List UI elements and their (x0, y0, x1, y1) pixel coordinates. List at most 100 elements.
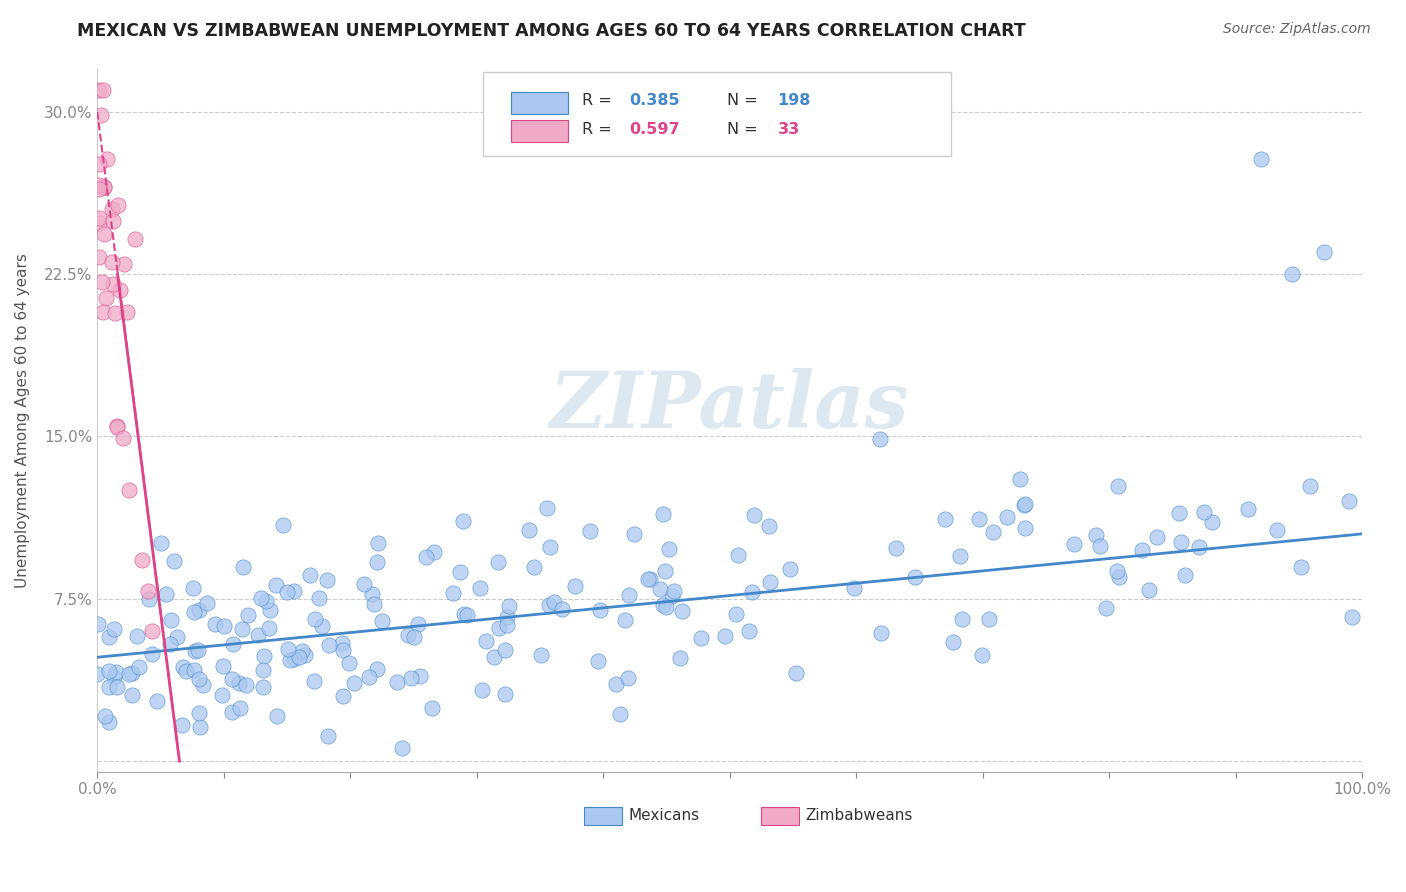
Point (166, 630, 188, 644)
Point (1236, 502, 1258, 516)
Point (96, 292, 118, 306)
Point (343, 676, 366, 690)
Point (195, 596, 218, 610)
Point (1170, 535, 1192, 549)
Point (1014, 498, 1036, 512)
Point (221, 705, 243, 719)
Point (363, 598, 385, 612)
Point (983, 524, 1005, 539)
Point (759, 575, 782, 590)
Point (967, 511, 990, 525)
Point (422, 545, 444, 559)
Point (588, 654, 610, 668)
Point (399, 671, 422, 685)
Point (188, 603, 211, 617)
Point (1281, 267, 1303, 281)
Point (361, 587, 384, 601)
Point (232, 560, 254, 574)
Point (276, 585, 298, 599)
Point (475, 634, 498, 648)
Point (337, 657, 360, 671)
Point (103, 214, 125, 228)
Point (1174, 567, 1197, 582)
Point (1299, 479, 1322, 493)
Point (87, 250, 110, 264)
Point (402, 630, 425, 644)
Point (742, 508, 765, 522)
Point (100, 202, 122, 216)
Point (995, 509, 1018, 524)
Point (288, 649, 311, 664)
Point (91, 83, 114, 97)
Point (530, 648, 553, 663)
Point (98, 664, 121, 678)
Point (254, 594, 277, 608)
Point (159, 637, 181, 651)
Point (236, 608, 259, 623)
Point (387, 674, 409, 689)
Point (101, 255, 124, 269)
Point (160, 613, 183, 627)
Y-axis label: Unemployment Among Ages 60 to 64 years: Unemployment Among Ages 60 to 64 years (15, 252, 30, 588)
Point (108, 283, 131, 297)
Point (979, 612, 1001, 626)
Text: Source: ZipAtlas.com: Source: ZipAtlas.com (1223, 22, 1371, 37)
Point (1130, 543, 1153, 558)
Text: 33: 33 (778, 122, 800, 137)
Point (353, 577, 375, 591)
Point (637, 572, 659, 586)
Point (259, 621, 281, 635)
Point (1139, 582, 1161, 597)
Point (188, 720, 211, 734)
Point (406, 616, 429, 631)
Text: Zimbabweans: Zimbabweans (806, 808, 912, 823)
Point (183, 644, 205, 658)
Point (741, 584, 763, 599)
Point (87, 83, 110, 97)
Point (453, 607, 475, 621)
Point (949, 549, 972, 564)
Point (1105, 564, 1128, 578)
Point (950, 612, 973, 626)
Point (1014, 521, 1036, 535)
Point (278, 653, 301, 667)
Point (111, 431, 134, 445)
Point (588, 603, 610, 617)
Text: 0.385: 0.385 (630, 94, 681, 109)
Point (496, 618, 519, 632)
Point (1168, 507, 1191, 521)
Point (537, 599, 560, 613)
Point (259, 603, 281, 617)
Point (94, 709, 117, 723)
Point (724, 607, 747, 621)
Point (90, 275, 112, 289)
FancyBboxPatch shape (510, 92, 568, 114)
Point (155, 587, 177, 601)
Point (1339, 494, 1361, 508)
FancyBboxPatch shape (761, 807, 799, 825)
Point (107, 198, 129, 212)
Point (1008, 472, 1031, 486)
Point (970, 648, 993, 662)
Point (391, 741, 413, 756)
Point (623, 527, 645, 541)
Point (494, 687, 516, 701)
Point (1313, 245, 1336, 260)
Point (124, 232, 146, 246)
Point (283, 584, 305, 599)
Point (471, 683, 494, 698)
Point (115, 304, 138, 318)
Point (1085, 528, 1108, 542)
Point (456, 607, 478, 622)
Point (655, 599, 678, 614)
Point (104, 665, 127, 679)
Point (519, 524, 541, 538)
Point (654, 565, 676, 579)
Point (671, 604, 693, 618)
Point (131, 553, 153, 567)
Point (651, 507, 673, 521)
Text: Mexicans: Mexicans (628, 808, 700, 823)
Point (87, 157, 110, 171)
Point (188, 672, 211, 686)
Point (1201, 515, 1223, 529)
